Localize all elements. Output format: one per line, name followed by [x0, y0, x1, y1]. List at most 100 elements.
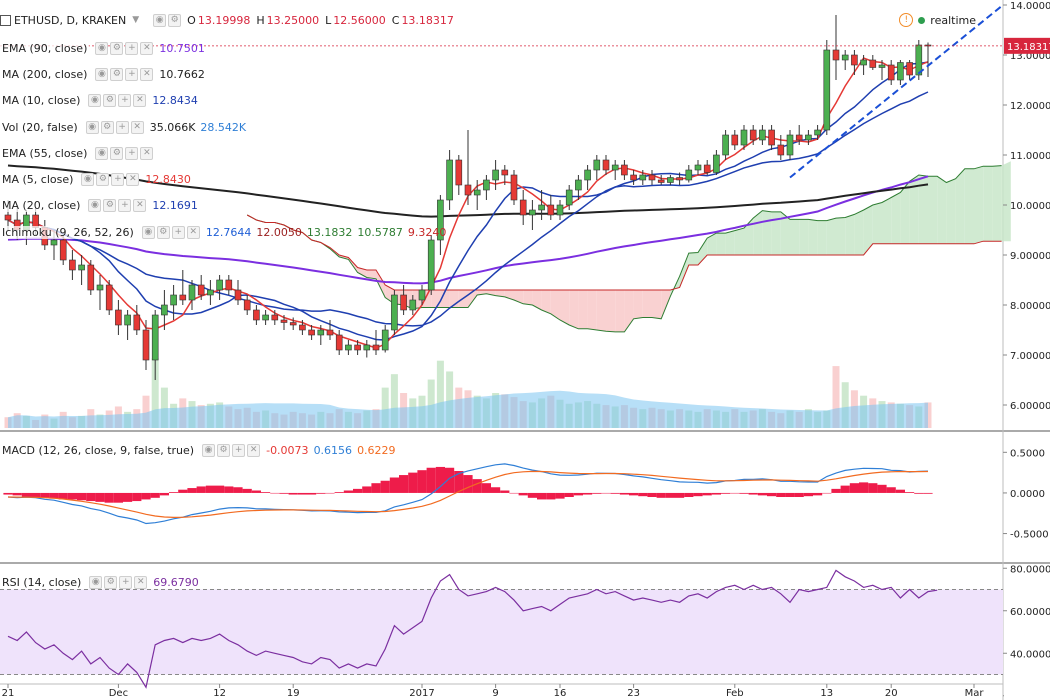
- indicator-controls[interactable]: ◉ ⚙ + ✕: [89, 575, 148, 589]
- rsi-tick-label: 40.0000: [1010, 649, 1050, 660]
- indicator-legend[interactable]: MA (200, close) ◉ ⚙ + ✕ 10.7662: [0, 66, 210, 82]
- eye-icon[interactable]: ◉: [141, 225, 155, 239]
- symbol-label[interactable]: ETHUSD, D, KRAKEN: [14, 13, 127, 27]
- close-icon[interactable]: ✕: [247, 443, 261, 457]
- indicator-controls[interactable]: ◉ ⚙ + ✕: [95, 146, 154, 160]
- indicator-name[interactable]: MA (20, close): [0, 198, 83, 212]
- eye-icon[interactable]: ◉: [95, 41, 109, 55]
- cloud-segment: [716, 233, 726, 255]
- eye-icon[interactable]: ◉: [85, 120, 99, 134]
- cloud-segment: [642, 290, 652, 318]
- indicator-legend[interactable]: MA (10, close) ◉ ⚙ + ✕ 12.8434: [0, 92, 203, 108]
- indicator-value: 28.542K: [200, 120, 247, 134]
- indicator-legend[interactable]: MA (5, close) ◉ ⚙ + ✕ 12.8430: [0, 171, 196, 187]
- indicator-name[interactable]: MACD (12, 26, close, 9, false, true): [0, 443, 197, 457]
- indicator-controls[interactable]: ◉ ⚙ + ✕: [88, 93, 147, 107]
- realtime-status: ! realtime: [899, 13, 976, 27]
- settings-icon[interactable]: ⚙: [103, 93, 117, 107]
- plus-icon[interactable]: +: [171, 225, 185, 239]
- plus-icon[interactable]: +: [125, 67, 139, 81]
- candle: [289, 322, 297, 326]
- close-icon[interactable]: ✕: [140, 67, 154, 81]
- indicator-name[interactable]: EMA (90, close): [0, 41, 90, 55]
- indicator-name[interactable]: Vol (20, false): [0, 120, 80, 134]
- plus-icon[interactable]: +: [125, 146, 139, 160]
- eye-icon[interactable]: ◉: [89, 575, 103, 589]
- indicator-controls[interactable]: ◉ ⚙ + ✕: [81, 172, 140, 186]
- macd-legend[interactable]: MACD (12, 26, close, 9, false, true) ◉ ⚙ + ✕…: [0, 442, 401, 458]
- settings-icon[interactable]: ⚙: [156, 225, 170, 239]
- indicator-name[interactable]: EMA (55, close): [0, 146, 90, 160]
- plus-icon[interactable]: +: [232, 443, 246, 457]
- volume-bar: [142, 395, 150, 428]
- cloud-segment: [1001, 161, 1011, 242]
- candle: [483, 179, 490, 191]
- indicator-controls[interactable]: ◉ ⚙ + ✕: [202, 443, 261, 457]
- eye-icon[interactable]: ◉: [81, 172, 95, 186]
- indicator-legend[interactable]: EMA (90, close) ◉ ⚙ + ✕ 10.7501: [0, 40, 210, 56]
- settings-icon[interactable]: ⚙: [110, 67, 124, 81]
- close-icon[interactable]: ✕: [126, 172, 140, 186]
- eye-icon[interactable]: ◉: [88, 198, 102, 212]
- rsi-legend[interactable]: RSI (14, close) ◉ ⚙ + ✕ 69.6790: [0, 574, 204, 590]
- eye-icon[interactable]: ◉: [202, 443, 216, 457]
- rsi-tick-label: 60.0000: [1010, 607, 1050, 618]
- indicator-controls[interactable]: ◉ ⚙ + ✕: [95, 41, 154, 55]
- cloud-segment: [560, 290, 570, 325]
- candle: [50, 239, 58, 246]
- cloud-segment: [523, 290, 533, 305]
- indicator-controls[interactable]: ◉ ⚙ + ✕: [85, 120, 144, 134]
- indicator-name[interactable]: RSI (14, close): [0, 575, 84, 589]
- plus-icon[interactable]: +: [118, 93, 132, 107]
- last-price-tag: [1004, 37, 1050, 54]
- menu-icon[interactable]: [0, 14, 11, 26]
- eye-icon[interactable]: ◉: [153, 13, 167, 27]
- eye-icon[interactable]: ◉: [88, 93, 102, 107]
- indicator-legend[interactable]: Vol (20, false) ◉ ⚙ + ✕ 35.066K 28.542K: [0, 119, 251, 135]
- indicator-legend[interactable]: MA (20, close) ◉ ⚙ + ✕ 12.1691: [0, 197, 203, 213]
- settings-icon[interactable]: ⚙: [110, 41, 124, 55]
- close-icon[interactable]: ✕: [133, 93, 147, 107]
- indicator-controls[interactable]: ◉ ⚙ + ✕: [95, 67, 154, 81]
- series-controls[interactable]: ◉ ⚙: [153, 13, 182, 27]
- settings-icon[interactable]: ⚙: [100, 120, 114, 134]
- macd-histogram-bar: [169, 492, 179, 493]
- close-icon[interactable]: ✕: [133, 198, 147, 212]
- candle: [179, 294, 187, 301]
- cloud-segment: [734, 228, 744, 255]
- close-icon[interactable]: ✕: [134, 575, 148, 589]
- cloud-segment: [661, 290, 671, 319]
- plus-icon[interactable]: +: [119, 575, 133, 589]
- indicator-name[interactable]: MA (5, close): [0, 172, 76, 186]
- plus-icon[interactable]: +: [118, 198, 132, 212]
- eye-icon[interactable]: ◉: [95, 67, 109, 81]
- macd-histogram-bar: [638, 492, 648, 497]
- close-icon[interactable]: ✕: [130, 120, 144, 134]
- settings-icon[interactable]: ⚙: [96, 172, 110, 186]
- settings-icon[interactable]: ⚙: [103, 198, 117, 212]
- indicator-name[interactable]: MA (200, close): [0, 67, 90, 81]
- macd-histogram-bar: [288, 492, 298, 495]
- chevron-down-icon[interactable]: ▼: [132, 15, 140, 25]
- settings-icon[interactable]: ⚙: [110, 146, 124, 160]
- plus-icon[interactable]: +: [111, 172, 125, 186]
- indicator-controls[interactable]: ◉ ⚙ + ✕: [141, 225, 200, 239]
- close-icon[interactable]: ✕: [140, 146, 154, 160]
- settings-icon[interactable]: ⚙: [104, 575, 118, 589]
- indicator-controls[interactable]: ◉ ⚙ + ✕: [88, 198, 147, 212]
- macd-histogram-bar: [886, 487, 896, 493]
- indicator-name[interactable]: MA (10, close): [0, 93, 83, 107]
- indicator-legend[interactable]: Ichimoku (9, 26, 52, 26) ◉ ⚙ + ✕ 12.7644 12.00…: [0, 224, 451, 240]
- close-icon[interactable]: ✕: [186, 225, 200, 239]
- settings-icon[interactable]: ⚙: [217, 443, 231, 457]
- plus-icon[interactable]: +: [125, 41, 139, 55]
- warning-icon[interactable]: !: [899, 13, 914, 27]
- indicator-legend[interactable]: EMA (55, close) ◉ ⚙ + ✕: [0, 145, 159, 161]
- ichimoku-span-a: [246, 165, 1002, 333]
- close-icon[interactable]: ✕: [140, 41, 154, 55]
- eye-icon[interactable]: ◉: [95, 146, 109, 160]
- indicator-name[interactable]: Ichimoku (9, 26, 52, 26): [0, 225, 136, 239]
- plus-icon[interactable]: +: [115, 120, 129, 134]
- settings-icon[interactable]: ⚙: [168, 13, 182, 27]
